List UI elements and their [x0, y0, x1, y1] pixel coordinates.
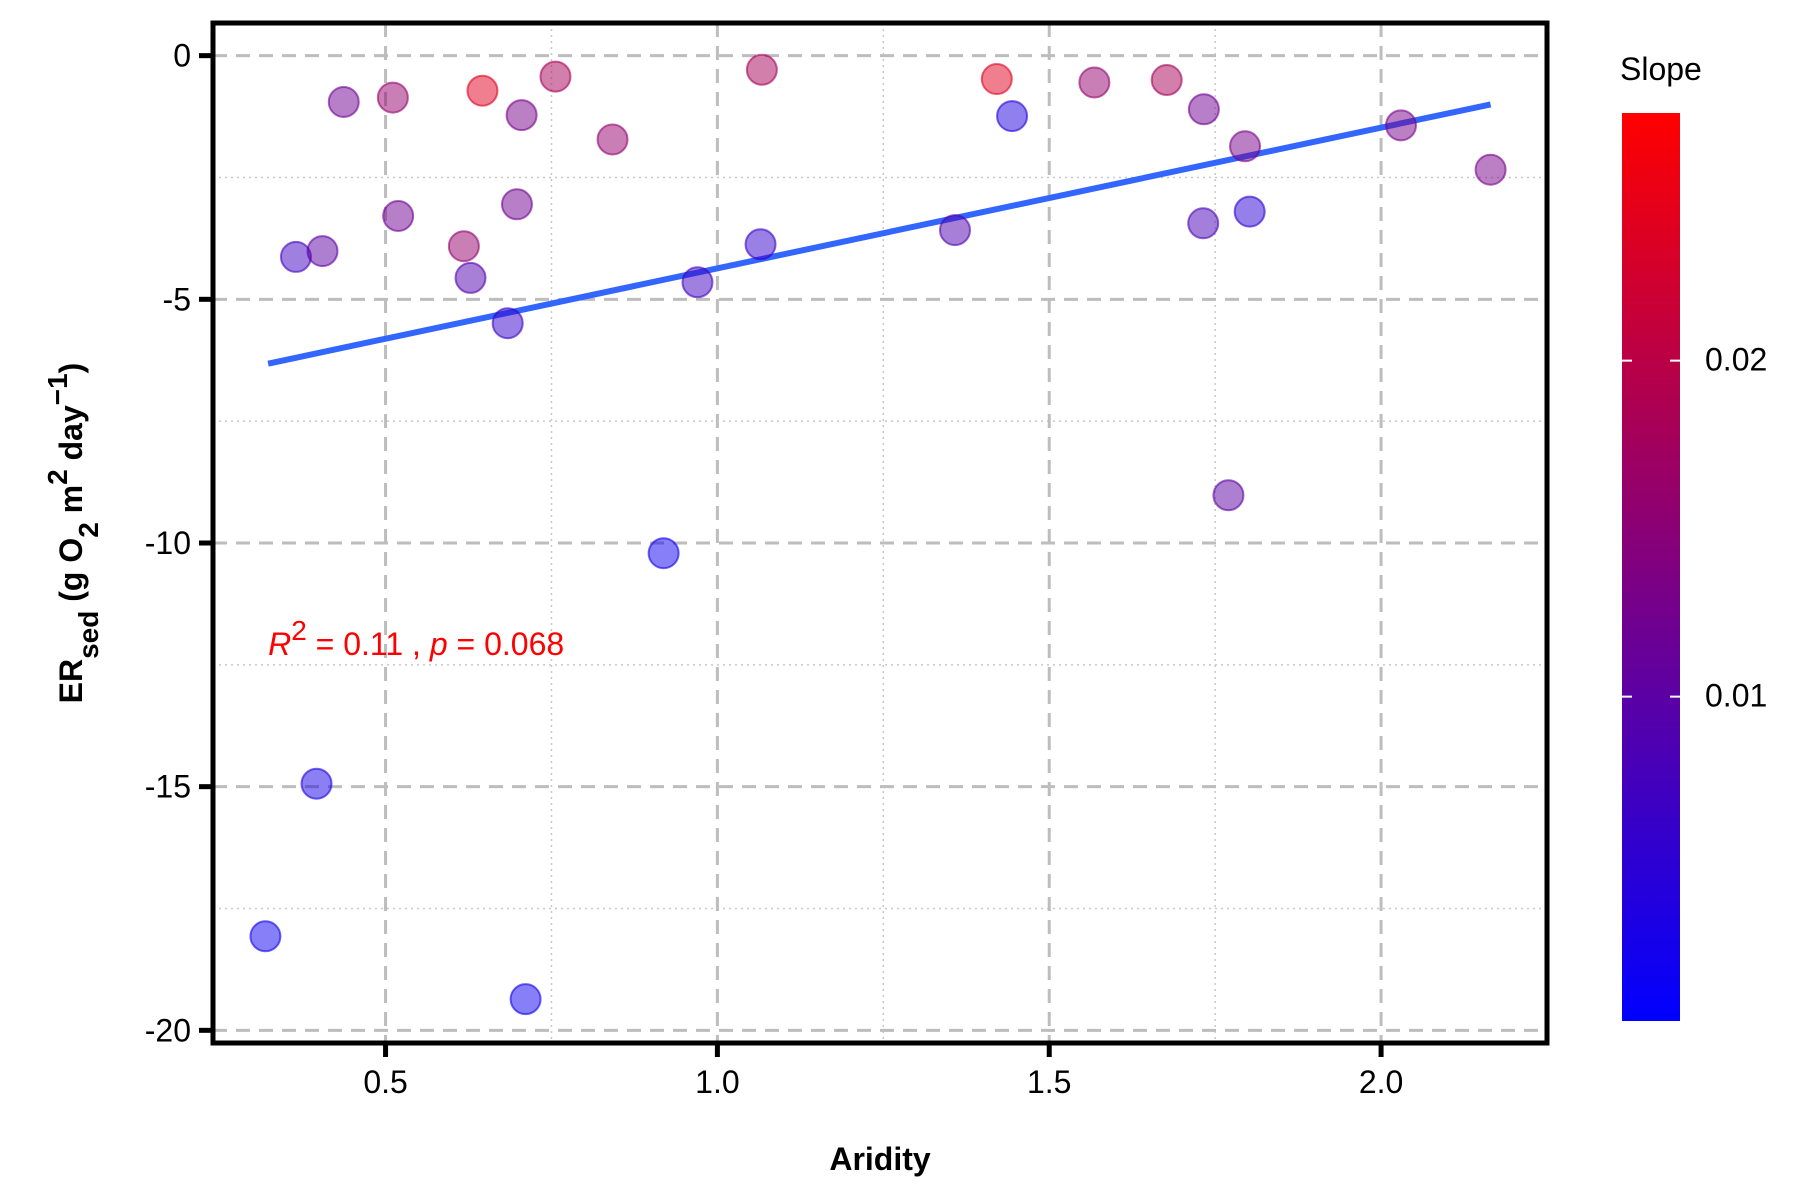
point [447, 230, 480, 263]
y-axis-title-part: day [53, 405, 89, 469]
point [505, 99, 538, 132]
colorbar-tick-label: 0.02 [1705, 342, 1767, 378]
point [539, 60, 572, 93]
y-axis-title-part: ) [53, 363, 89, 374]
x-tick-label: 2.0 [1359, 1064, 1403, 1100]
point [681, 266, 714, 299]
point [1187, 207, 1220, 240]
point [466, 74, 499, 107]
y-axis-title-part: 2 [42, 469, 73, 485]
plot-frame [210, 20, 1550, 1046]
colorbar-tick-label: 0.01 [1705, 678, 1767, 714]
point [996, 100, 1029, 133]
y-tick-label: -15 [145, 769, 191, 805]
point [980, 63, 1013, 96]
y-axis-title-part: ER [53, 659, 89, 703]
point [745, 53, 778, 86]
y-axis-title-part: m [53, 485, 89, 522]
point [1384, 109, 1417, 142]
point [454, 261, 487, 294]
colorbar [1622, 113, 1680, 1021]
point [647, 537, 680, 570]
colorbar-title: Slope [1620, 51, 1702, 87]
x-tick-label: 0.5 [363, 1064, 407, 1100]
annotation: R2 = 0.11 , p = 0.068 [268, 615, 564, 663]
y-tick-label: -10 [145, 525, 191, 561]
point [491, 307, 524, 340]
y-axis-title-part: sed [73, 611, 104, 659]
point [1150, 64, 1183, 97]
point [744, 228, 777, 261]
annotation-part: = 0.11 , [307, 626, 430, 662]
point [1078, 66, 1111, 99]
point [249, 920, 282, 953]
point [1233, 195, 1266, 228]
annotation-part: p [429, 626, 448, 662]
y-axis-title-part: 2 [73, 522, 104, 538]
y-axis-title-part: −1 [42, 373, 73, 405]
annotation-part: 2 [291, 615, 307, 646]
point [327, 85, 360, 118]
y-tick-label: 0 [173, 38, 191, 74]
point [376, 81, 409, 114]
annotation-part: R [268, 626, 291, 662]
y-tick-label: -5 [163, 281, 191, 317]
point [382, 199, 415, 232]
annotation-part: = 0.068 [448, 626, 565, 662]
point [509, 983, 542, 1016]
x-axis-title: Aridity [829, 1141, 931, 1177]
point [1212, 479, 1245, 512]
point [596, 123, 629, 156]
x-tick-label: 1.5 [1027, 1064, 1071, 1100]
point [500, 188, 533, 221]
y-axis-title: ERsed (g O2 m2 day−1) [42, 363, 104, 704]
y-axis-title-part: (g O [53, 538, 89, 611]
point [938, 214, 971, 247]
x-tick-label: 1.0 [695, 1064, 739, 1100]
fit-line [267, 101, 1492, 367]
point [306, 235, 339, 268]
point [279, 240, 312, 273]
point [1187, 93, 1220, 126]
y-tick-label: -20 [145, 1012, 191, 1048]
point [1229, 130, 1262, 163]
point [1474, 153, 1507, 186]
point [300, 767, 333, 800]
